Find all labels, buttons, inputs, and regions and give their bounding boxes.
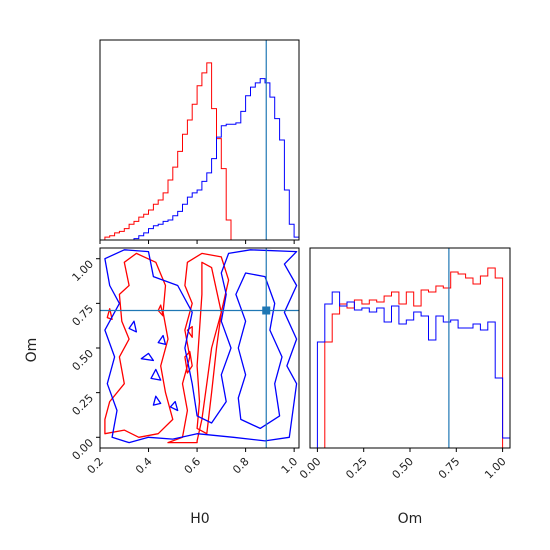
x-tick-label: 0.25: [343, 455, 370, 482]
truth-marker: [262, 306, 271, 315]
x-tick-label: 0.75: [436, 455, 463, 482]
om-y-axis-label: Om: [24, 338, 40, 363]
contour-series-0-level-2: [196, 261, 222, 435]
x-tick-label: 1.00: [482, 455, 509, 482]
h0-axis-label: H0: [190, 511, 209, 527]
contour-series-0-level-5: [106, 308, 113, 321]
contour-series-1-level-3: [140, 352, 155, 362]
histogram-series-0: [310, 267, 510, 449]
x-tick-label: 0.6: [182, 455, 204, 477]
y-tick-label: 1.00: [70, 258, 97, 285]
histogram-series-1: [310, 291, 510, 449]
contour-series-1-level-2: [150, 368, 162, 381]
contour-series-0-level-0: [104, 252, 174, 438]
x-tick-label: 0.00: [297, 455, 324, 482]
contour-series-1-level-7: [157, 334, 167, 346]
x-tick-label: 0.8: [230, 455, 252, 477]
contour-series-1-level-5: [169, 400, 179, 412]
contour-series-1-level-1: [235, 272, 283, 430]
om-axis-label: Om: [398, 511, 423, 527]
contour-series-1-level-4: [152, 395, 162, 406]
axes-frame: [99, 39, 300, 241]
histogram-series-0: [100, 62, 299, 241]
x-tick-label: 0.2: [85, 455, 107, 477]
y-tick-label: 0.75: [70, 302, 97, 329]
x-tick-label: 0.50: [390, 455, 417, 482]
contour-series-1-level-6: [128, 320, 138, 333]
x-tick-label: 0.4: [133, 455, 155, 477]
contour-series-1-level-0: [104, 249, 298, 444]
contour-series-0-level-3: [184, 350, 193, 374]
histogram-series-1: [100, 78, 299, 241]
y-tick-label: 0.50: [70, 347, 97, 374]
y-tick-label: 0.25: [70, 392, 97, 419]
contour-series-0-level-4: [186, 325, 193, 338]
h0-marginal-panel: [99, 39, 300, 244]
axes-frame: [99, 247, 300, 449]
om-marginal-panel: 0.00 0.25 0.50 0.75 1.00 Om: [297, 247, 511, 527]
